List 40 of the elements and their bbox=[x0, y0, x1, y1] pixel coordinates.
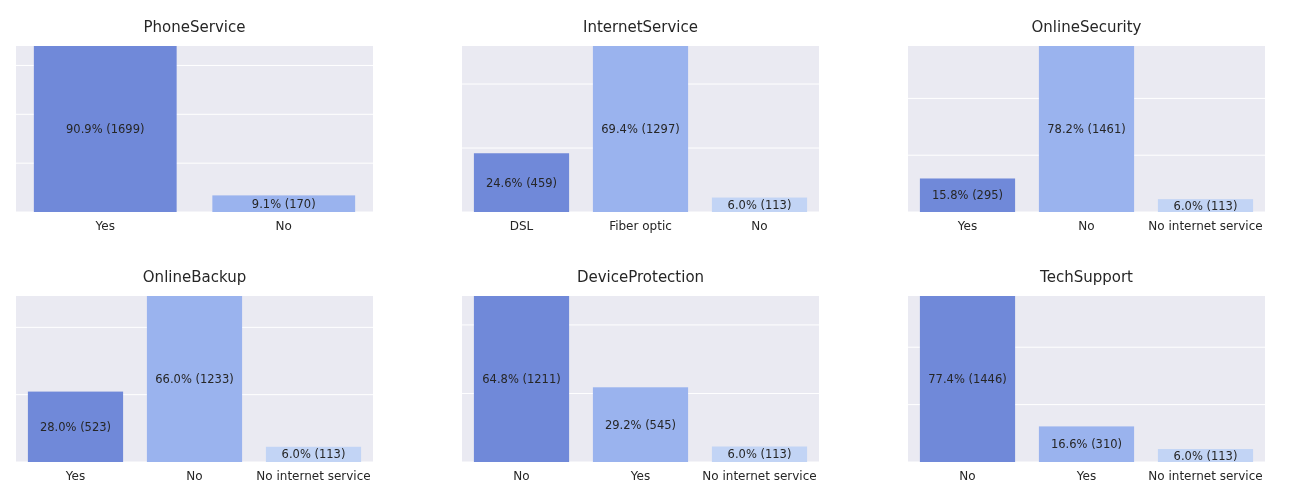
data-label: 16.6% (310) bbox=[1050, 437, 1123, 452]
x-tick-label: No bbox=[1078, 219, 1095, 233]
data-label: 77.4% (1446) bbox=[928, 372, 1007, 387]
data-label: 64.8% (1211) bbox=[482, 372, 561, 387]
x-tick-label: Yes bbox=[64, 469, 86, 483]
x-tick-label: No internet service bbox=[702, 469, 817, 483]
data-label: 9.1% (170) bbox=[251, 196, 316, 211]
x-tick-label: DSL bbox=[509, 219, 534, 233]
chart-title: InternetService bbox=[583, 18, 698, 36]
chart-title: PhoneService bbox=[143, 18, 246, 36]
data-label: 66.0% (1233) bbox=[155, 372, 234, 387]
x-tick-label: Yes bbox=[1075, 469, 1097, 483]
data-label: 6.0% (113) bbox=[1173, 448, 1238, 463]
x-tick-label: Yes bbox=[629, 469, 651, 483]
x-tick-label: No internet service bbox=[1148, 469, 1263, 483]
chart-title: OnlineBackup bbox=[142, 268, 247, 286]
chart-title: OnlineSecurity bbox=[1031, 18, 1142, 36]
x-tick-label: No internet service bbox=[256, 469, 371, 483]
data-label: 90.9% (1699) bbox=[66, 122, 145, 137]
data-label: 24.6% (459) bbox=[485, 175, 558, 190]
chart-title: TechSupport bbox=[1039, 268, 1134, 286]
x-tick-label: No bbox=[275, 219, 292, 233]
x-tick-label: Yes bbox=[94, 219, 115, 233]
data-label: 6.0% (113) bbox=[727, 197, 792, 212]
data-label: 69.4% (1297) bbox=[601, 122, 680, 137]
chart-title: DeviceProtection bbox=[576, 268, 705, 286]
x-tick-label: No internet service bbox=[1148, 219, 1263, 233]
data-label: 15.8% (295) bbox=[931, 188, 1004, 203]
x-tick-label: No bbox=[513, 469, 530, 483]
data-label: 6.0% (113) bbox=[1173, 198, 1238, 213]
x-tick-label: No bbox=[186, 469, 203, 483]
data-label: 28.0% (523) bbox=[39, 419, 112, 434]
x-tick-label: No bbox=[751, 219, 768, 233]
data-label: 6.0% (113) bbox=[281, 447, 346, 462]
data-label: 6.0% (113) bbox=[727, 447, 792, 462]
x-tick-label: Fiber optic bbox=[609, 219, 672, 233]
x-tick-label: No bbox=[959, 469, 976, 483]
data-label: 78.2% (1461) bbox=[1047, 122, 1126, 137]
data-label: 29.2% (545) bbox=[604, 417, 677, 432]
x-tick-label: Yes bbox=[956, 219, 978, 233]
